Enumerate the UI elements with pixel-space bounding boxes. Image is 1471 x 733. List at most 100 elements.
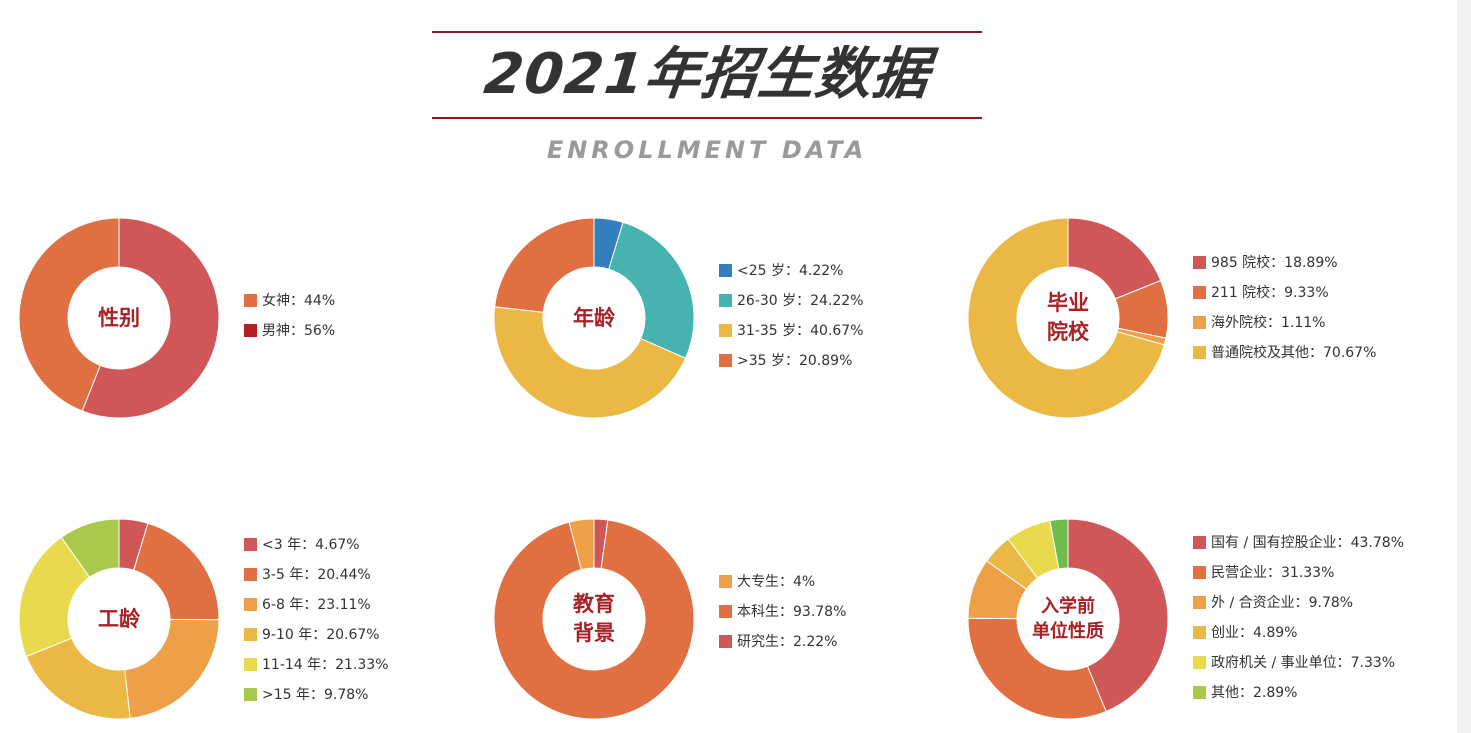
legend-item[interactable]: 普通院校及其他：70.67% xyxy=(1193,337,1376,367)
donut-slice[interactable] xyxy=(568,518,595,571)
page-title: 2021年招生数据 xyxy=(481,42,933,107)
legend-label: 其他：2.89% xyxy=(1211,685,1298,701)
donut-slice[interactable] xyxy=(18,217,120,412)
legend-item[interactable]: 211 院校：9.33% xyxy=(1193,277,1376,307)
donut-age: 年龄 xyxy=(493,217,695,419)
legend-label: 9-10 年：20.67% xyxy=(262,627,380,643)
legend-item[interactable]: 男神：56% xyxy=(244,315,335,345)
legend-item[interactable]: 3-5 年：20.44% xyxy=(244,559,389,589)
legend-item[interactable]: >15 年：9.78% xyxy=(244,679,389,709)
donut-slice[interactable] xyxy=(494,217,595,313)
legend-swatch-icon xyxy=(1193,535,1206,549)
donut-slice[interactable] xyxy=(1049,518,1069,570)
page-subtitle: ENROLLMENT DATA xyxy=(546,136,868,164)
donut-slice[interactable] xyxy=(493,519,695,720)
legend-label: 民营企业：31.33% xyxy=(1211,565,1335,581)
legend-item[interactable]: 9-10 年：20.67% xyxy=(244,619,389,649)
legend-swatch-icon xyxy=(1193,285,1206,299)
page-scrollbar-track[interactable] xyxy=(1457,0,1471,733)
legend-swatch-icon xyxy=(719,323,732,337)
legend-label: 大专生：4% xyxy=(737,574,816,590)
legend-label: 26-30 岁：24.22% xyxy=(737,293,864,309)
legend-swatch-icon xyxy=(1193,685,1206,699)
legend-swatch-icon xyxy=(719,353,732,367)
legend-label: >35 岁：20.89% xyxy=(737,353,853,369)
legend-swatch-icon xyxy=(244,293,257,307)
donut-svg xyxy=(493,217,695,419)
legend-label: 31-35 岁：40.67% xyxy=(737,323,864,339)
legend-item[interactable]: 11-14 年：21.33% xyxy=(244,649,389,679)
legend-swatch-icon xyxy=(244,537,257,551)
legend-item[interactable]: 31-35 岁：40.67% xyxy=(719,315,864,345)
legend-label: >15 年：9.78% xyxy=(262,687,369,703)
legend-item[interactable]: 创业：4.89% xyxy=(1193,617,1404,647)
legend-swatch-icon xyxy=(244,627,257,641)
legend-item[interactable]: 女神：44% xyxy=(244,285,335,315)
donut-svg xyxy=(493,518,695,720)
donut-slice[interactable] xyxy=(18,536,91,658)
center-label-age: 年龄 xyxy=(573,305,615,330)
legend-item[interactable]: 研究生：2.22% xyxy=(719,626,846,656)
legend-swatch-icon xyxy=(244,323,257,337)
donut-svg xyxy=(18,518,220,720)
legend-swatch-icon xyxy=(244,597,257,611)
legend-label: 男神：56% xyxy=(262,323,336,339)
donut-svg xyxy=(967,518,1169,720)
legend-swatch-icon xyxy=(244,567,257,581)
center-label-gender: 性别 xyxy=(98,305,140,330)
donut-slice[interactable] xyxy=(967,617,1107,720)
legend-item[interactable]: 其他：2.89% xyxy=(1193,677,1404,707)
legend-item[interactable]: 26-30 岁：24.22% xyxy=(719,285,864,315)
legend-swatch-icon xyxy=(719,574,732,588)
legend-swatch-icon xyxy=(1193,625,1206,639)
center-label-education: 教育 背景 xyxy=(573,592,615,645)
donut-slice[interactable] xyxy=(608,221,695,359)
legend-label: 研究生：2.22% xyxy=(737,634,838,650)
donut-work-years: 工龄 xyxy=(18,518,220,720)
legend-prior-employer: 国有 / 国有控股企业：43.78% 民营企业：31.33% 外 / 合资企业：9.… xyxy=(1193,527,1404,707)
legend-item[interactable]: 985 院校：18.89% xyxy=(1193,247,1376,277)
donut-slice[interactable] xyxy=(967,217,1165,419)
legend-item[interactable]: <25 岁：4.22% xyxy=(719,255,864,285)
center-label-prior-employer: 入学前 单位性质 xyxy=(1032,596,1104,642)
legend-label: 国有 / 国有控股企业：43.78% xyxy=(1211,535,1404,551)
legend-item[interactable]: 政府机关 / 事业单位：7.33% xyxy=(1193,647,1404,677)
legend-item[interactable]: 大专生：4% xyxy=(719,566,846,596)
legend-item[interactable]: 6-8 年：23.11% xyxy=(244,589,389,619)
donut-slice[interactable] xyxy=(493,306,687,419)
center-label-school: 毕业 院校 xyxy=(1047,291,1089,344)
header-bottom-rule xyxy=(432,117,982,119)
legend-swatch-icon xyxy=(719,293,732,307)
donut-education: 教育 背景 xyxy=(493,518,695,720)
donut-school: 毕业 院校 xyxy=(967,217,1169,419)
legend-item[interactable]: >35 岁：20.89% xyxy=(719,345,864,375)
legend-swatch-icon xyxy=(1193,655,1206,669)
legend-label: 211 院校：9.33% xyxy=(1211,285,1329,301)
page-header: 2021年招生数据 xyxy=(432,31,982,119)
legend-item[interactable]: 本科生：93.78% xyxy=(719,596,846,626)
legend-swatch-icon xyxy=(1193,345,1206,359)
donut-svg xyxy=(18,217,220,419)
donut-gender: 性别 xyxy=(18,217,220,419)
legend-swatch-icon xyxy=(244,657,257,671)
legend-item[interactable]: 民营企业：31.33% xyxy=(1193,557,1404,587)
legend-item[interactable]: 海外院校：1.11% xyxy=(1193,307,1376,337)
donut-slice[interactable] xyxy=(1067,518,1169,713)
legend-work-years: <3 年：4.67% 3-5 年：20.44% 6-8 年：23.11% 9-10 年… xyxy=(244,529,389,709)
donut-slice[interactable] xyxy=(60,518,120,579)
legend-item[interactable]: <3 年：4.67% xyxy=(244,529,389,559)
legend-label: 外 / 合资企业：9.78% xyxy=(1211,595,1354,611)
legend-swatch-icon xyxy=(1193,595,1206,609)
legend-age: <25 岁：4.22% 26-30 岁：24.22% 31-35 岁：40.67% >… xyxy=(719,255,864,375)
legend-swatch-icon xyxy=(244,687,257,701)
legend-label: <25 岁：4.22% xyxy=(737,263,844,279)
legend-label: 3-5 年：20.44% xyxy=(262,567,371,583)
legend-label: 普通院校及其他：70.67% xyxy=(1211,345,1377,361)
legend-label: 本科生：93.78% xyxy=(737,604,847,620)
donut-slice[interactable] xyxy=(81,217,220,419)
donut-slice[interactable] xyxy=(124,618,220,719)
legend-label: 政府机关 / 事业单位：7.33% xyxy=(1211,655,1396,671)
legend-item[interactable]: 外 / 合资企业：9.78% xyxy=(1193,587,1404,617)
legend-swatch-icon xyxy=(719,263,732,277)
legend-item[interactable]: 国有 / 国有控股企业：43.78% xyxy=(1193,527,1404,557)
